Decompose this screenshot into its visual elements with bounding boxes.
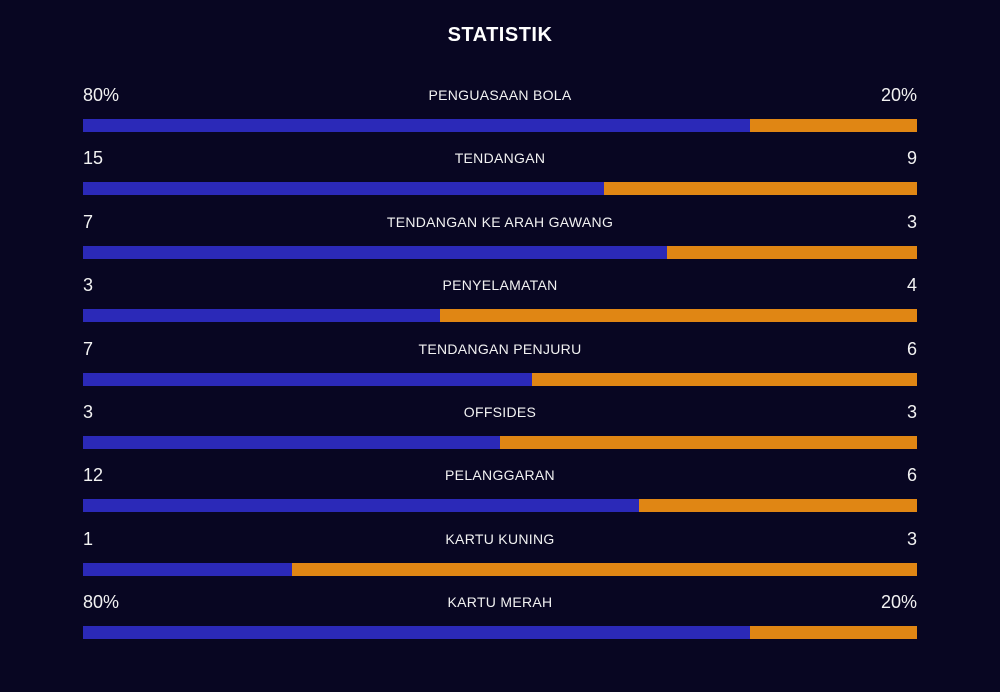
comparison-bar bbox=[83, 499, 917, 513]
away-bar-segment bbox=[750, 626, 917, 640]
stat-row: PELANGGARAN 12 6 bbox=[83, 462, 917, 525]
home-value: 3 bbox=[83, 275, 94, 296]
home-value: 80% bbox=[83, 592, 120, 613]
comparison-bar bbox=[83, 245, 917, 259]
comparison-bar bbox=[83, 119, 917, 132]
away-value: 20% bbox=[880, 592, 917, 613]
away-bar-segment bbox=[500, 435, 917, 449]
stat-label: KARTU MERAH bbox=[447, 594, 553, 611]
away-value: 6 bbox=[906, 465, 917, 486]
comparison-bar bbox=[83, 309, 917, 323]
away-value: 3 bbox=[906, 211, 917, 232]
away-value: 20% bbox=[880, 85, 917, 105]
home-bar-segment bbox=[83, 119, 751, 132]
stat-row: TENDANGAN KE ARAH GAWANG 7 3 bbox=[83, 209, 917, 272]
stat-header: PENGUASAAN BOLA 80% 20% bbox=[83, 82, 917, 108]
stat-label: TENDANGAN PENJURU bbox=[418, 340, 582, 357]
home-bar-segment bbox=[83, 626, 751, 640]
stats-list: PENGUASAAN BOLA 80% 20% TENDANGAN 15 9 TENDANG… bbox=[83, 82, 917, 653]
comparison-bar bbox=[83, 372, 917, 386]
home-bar-segment bbox=[83, 182, 605, 196]
stat-label: PENGUASAAN BOLA bbox=[428, 87, 572, 103]
home-value: 3 bbox=[83, 401, 94, 422]
stat-header: KARTU MERAH 80% 20% bbox=[83, 589, 917, 615]
home-value: 15 bbox=[83, 148, 104, 169]
away-bar-segment bbox=[604, 182, 917, 196]
stat-row: KARTU KUNING 1 3 bbox=[83, 526, 917, 589]
stat-row: TENDANGAN PENJURU 7 6 bbox=[83, 336, 917, 399]
home-bar-segment bbox=[83, 562, 292, 576]
away-value: 3 bbox=[906, 528, 917, 549]
away-bar-segment bbox=[750, 119, 917, 132]
stat-header: KARTU KUNING 1 3 bbox=[83, 526, 917, 552]
stat-header: OFFSIDES 3 3 bbox=[83, 399, 917, 425]
stat-row: PENGUASAAN BOLA 80% 20% bbox=[83, 82, 917, 145]
page-title: STATISTIK bbox=[447, 24, 553, 46]
stat-label: PENYELAMATAN bbox=[442, 277, 558, 294]
stat-row: TENDANGAN 15 9 bbox=[83, 145, 917, 208]
away-bar-segment bbox=[639, 499, 917, 513]
home-bar-segment bbox=[83, 245, 667, 259]
away-bar-segment bbox=[291, 562, 917, 576]
stat-label: TENDANGAN KE ARAH GAWANG bbox=[386, 213, 614, 230]
stat-row: PENYELAMATAN 3 4 bbox=[83, 272, 917, 335]
away-bar-segment bbox=[666, 245, 917, 259]
home-bar-segment bbox=[83, 499, 640, 513]
home-value: 7 bbox=[83, 211, 94, 232]
away-value: 9 bbox=[906, 148, 917, 169]
comparison-bar bbox=[83, 435, 917, 449]
comparison-bar bbox=[83, 626, 917, 640]
home-bar-segment bbox=[83, 309, 441, 323]
stat-header: TENDANGAN KE ARAH GAWANG 7 3 bbox=[83, 209, 917, 235]
home-value: 1 bbox=[83, 528, 94, 549]
comparison-bar bbox=[83, 562, 917, 576]
comparison-bar bbox=[83, 182, 917, 196]
stat-header: PELANGGARAN 12 6 bbox=[83, 462, 917, 488]
stat-label: TENDANGAN bbox=[454, 150, 546, 167]
stat-row: KARTU MERAH 80% 20% bbox=[83, 589, 917, 652]
home-bar-segment bbox=[83, 372, 533, 386]
stat-row: OFFSIDES 3 3 bbox=[83, 399, 917, 462]
stat-header: PENYELAMATAN 3 4 bbox=[83, 272, 917, 298]
home-value: 7 bbox=[83, 338, 94, 359]
away-value: 6 bbox=[906, 338, 917, 359]
stat-label: OFFSIDES bbox=[463, 403, 537, 420]
stat-header: TENDANGAN 15 9 bbox=[83, 145, 917, 171]
away-value: 4 bbox=[906, 275, 917, 296]
stat-header: TENDANGAN PENJURU 7 6 bbox=[83, 336, 917, 362]
home-value: 12 bbox=[83, 465, 104, 486]
away-bar-segment bbox=[532, 372, 917, 386]
stat-label: KARTU KUNING bbox=[445, 530, 555, 547]
away-value: 3 bbox=[906, 401, 917, 422]
away-bar-segment bbox=[440, 309, 917, 323]
home-value: 80% bbox=[83, 85, 120, 105]
stat-label: PELANGGARAN bbox=[445, 467, 555, 484]
home-bar-segment bbox=[83, 435, 500, 449]
